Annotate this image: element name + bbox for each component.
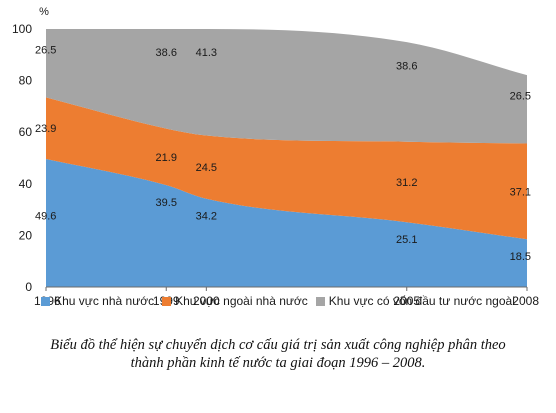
caption-line-2: thành phần kinh tế nước ta giai đoạn 199…: [130, 355, 426, 371]
legend-label-non-state: Khu vực ngoài nhà nước: [175, 294, 308, 308]
y-tick-label: 0: [25, 280, 32, 294]
y-tick-label: 40: [19, 177, 33, 191]
y-tick-label: 60: [19, 125, 33, 139]
data-label-series-2: 38.6: [156, 47, 177, 59]
data-label-series-1: 24.5: [196, 162, 217, 174]
data-label-series-1: 31.2: [396, 177, 417, 189]
legend-label-foreign: Khu vực có vốn đầu tư nước ngoài: [328, 294, 515, 308]
data-label-series-0: 34.2: [196, 211, 217, 223]
legend-swatch-state: [41, 296, 51, 306]
chart-caption: Biểu đồ thể hiện sự chuyển dịch cơ cấu g…: [0, 336, 556, 372]
legend-swatch-non-state: [162, 296, 172, 306]
x-tick-label: 2005: [393, 294, 420, 308]
data-label-series-0: 18.5: [510, 251, 531, 263]
y-axis-label: %: [39, 6, 49, 18]
data-label-series-0: 49.6: [35, 210, 56, 222]
x-tick-label: 2008: [512, 294, 539, 308]
data-label-series-2: 41.3: [196, 47, 217, 59]
legend-swatch-foreign: [315, 296, 325, 306]
area-series-0: [46, 159, 527, 287]
data-label-series-1: 37.1: [510, 186, 531, 198]
data-label-series-0: 25.1: [396, 234, 417, 246]
data-label-series-2: 26.5: [510, 91, 531, 103]
legend-item-non-state: Khu vực ngoài nhà nước: [162, 294, 308, 308]
area-series-1: [46, 97, 527, 240]
data-label-series-1: 23.9: [35, 123, 56, 135]
data-label-series-2: 26.5: [35, 45, 56, 57]
y-tick-label: 80: [19, 74, 33, 88]
y-tick-label: 100: [12, 22, 32, 36]
y-tick-label: 20: [19, 228, 33, 242]
legend-item-state: Khu vực nhà nước: [41, 294, 154, 308]
legend-label-state: Khu vực nhà nước: [54, 294, 155, 308]
chart-data-labels: 49.6 39.5 34.2 25.1 18.5 23.9 21.9 24.5 31.2 37.1…: [35, 45, 531, 264]
area-series-2: [46, 29, 527, 144]
data-label-series-1: 21.9: [156, 152, 177, 164]
caption-line-1: Biểu đồ thể hiện sự chuyển dịch cơ cấu g…: [50, 337, 506, 353]
data-label-series-2: 38.6: [396, 60, 417, 72]
legend-item-foreign: Khu vực có vốn đầu tư nước ngoài: [315, 294, 515, 308]
data-label-series-0: 39.5: [156, 197, 177, 209]
chart-areas: [46, 29, 527, 287]
x-tick-label: 2000: [193, 294, 220, 308]
chart-legend: Khu vực nhà nước Khu vực ngoài nhà nước …: [0, 294, 556, 308]
